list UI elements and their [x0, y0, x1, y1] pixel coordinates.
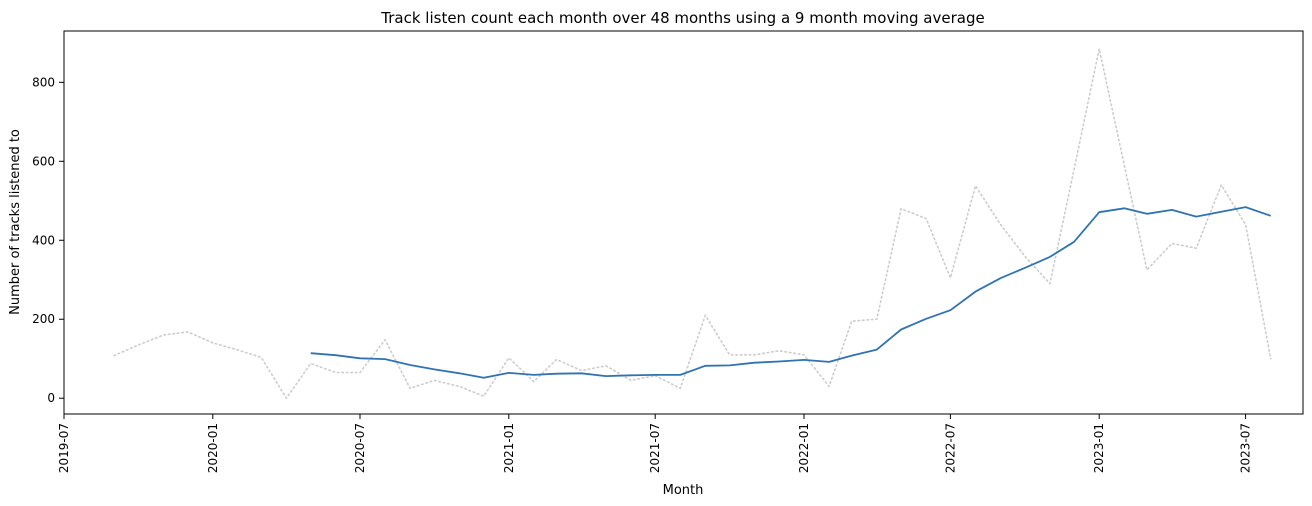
x-tick-label: 2021-01 — [502, 423, 516, 473]
x-tick-label: 2020-01 — [206, 423, 220, 473]
moving-average-line — [310, 206, 1271, 379]
y-tick-label: 200 — [32, 312, 55, 326]
x-tick-label: 2022-01 — [797, 423, 811, 473]
x-tick-label: 2022-07 — [943, 423, 957, 473]
y-tick-label: 800 — [32, 75, 55, 89]
x-tick-label: 2020-07 — [353, 423, 367, 473]
y-tick-label: 400 — [32, 233, 55, 247]
x-tick-label: 2019-07 — [57, 423, 71, 473]
chart-title: Track listen count each month over 48 mo… — [380, 9, 984, 27]
x-tick-label: 2023-01 — [1092, 423, 1106, 473]
y-tick-label: 0 — [47, 391, 55, 405]
x-axis: 2019-07 2020-01 2020-07 2021-01 2021-07 2022-… — [57, 414, 1253, 473]
y-tick-label: 600 — [32, 154, 55, 168]
y-axis: 0 200 400 600 800 — [32, 75, 64, 405]
y-axis-label: Number of tracks listened to — [8, 129, 23, 315]
x-axis-label: Month — [663, 483, 704, 498]
x-tick-label: 2021-07 — [648, 423, 662, 473]
plot-area — [63, 30, 1304, 415]
raw-monthly-line — [113, 47, 1272, 400]
x-tick-label: 2023-07 — [1239, 423, 1253, 473]
series-layer — [113, 47, 1272, 400]
